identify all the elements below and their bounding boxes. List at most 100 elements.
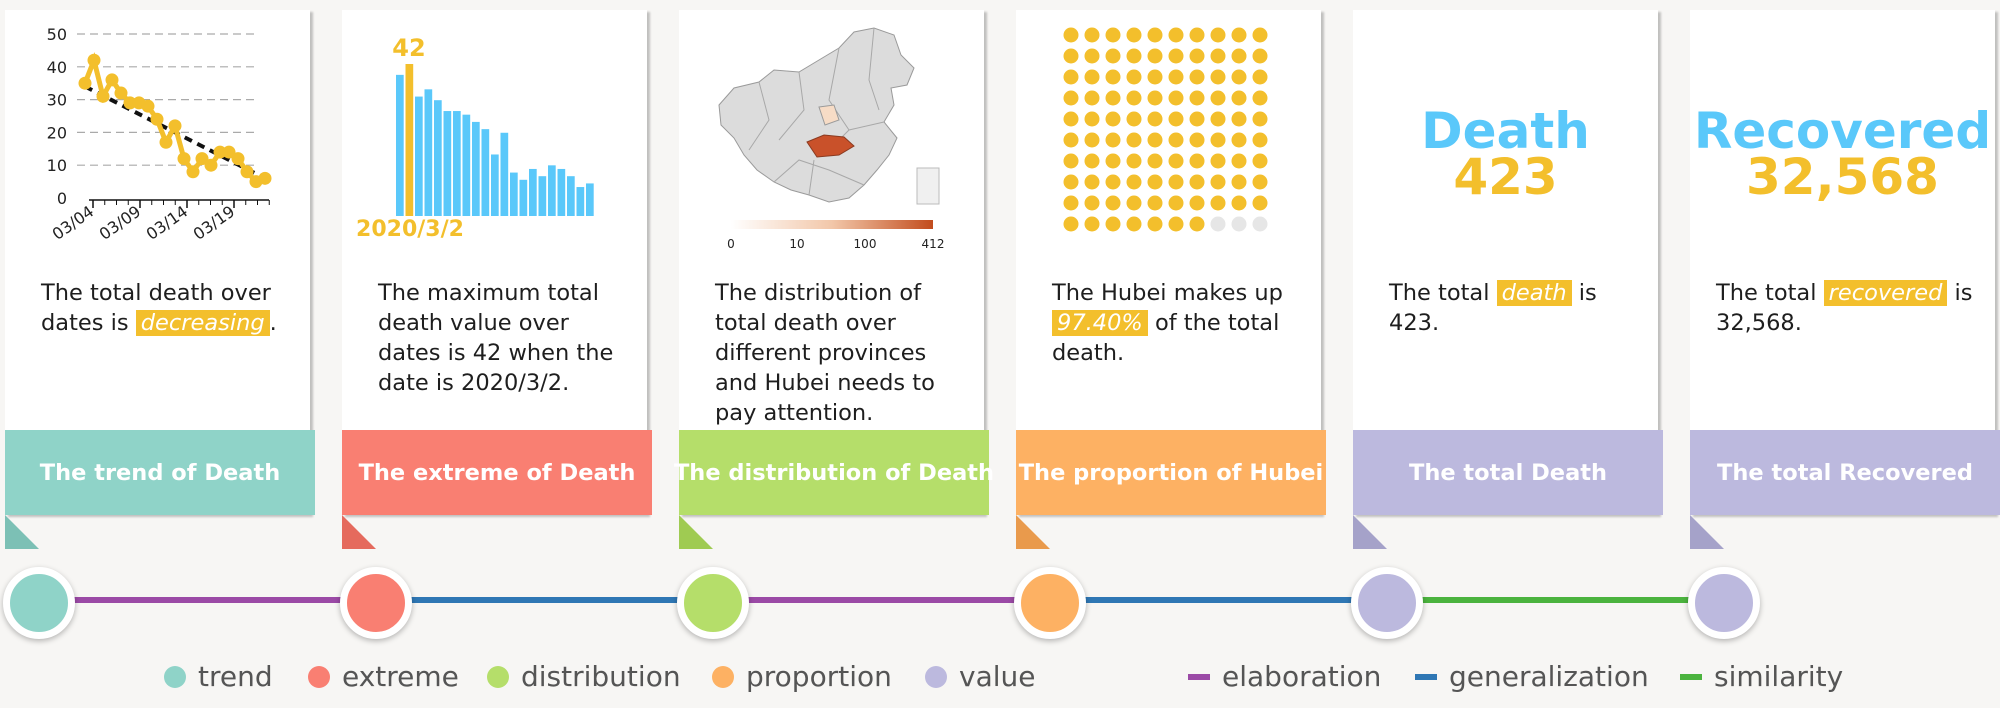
death-highlight: death xyxy=(1496,280,1572,306)
legend-proportion: proportion xyxy=(712,660,892,693)
timeline-node-extreme[interactable] xyxy=(340,567,412,639)
card-proportion[interactable]: The Hubei makes up 97.40% of the total d… xyxy=(1016,10,1326,549)
waffle-dot-hubei xyxy=(1231,195,1247,211)
timeline-node-trend[interactable] xyxy=(3,567,75,639)
card-distribution[interactable]: 0 10 100 412 The distribution of total deat… xyxy=(674,10,994,549)
waffle-dot-hubei xyxy=(1147,111,1163,127)
waffle-dot-hubei xyxy=(1231,27,1247,43)
trend-xtick-label: 03/04 xyxy=(49,202,98,244)
distribution-banner[interactable]: The distribution of Death xyxy=(674,430,994,515)
waffle-dot-hubei xyxy=(1147,48,1163,64)
waffle-dot-hubei xyxy=(1126,48,1142,64)
waffle-dot-hubei xyxy=(1126,69,1142,85)
recovered-desc-end: is 32,568. xyxy=(1716,280,1973,336)
legend-elaboration-line xyxy=(1188,673,1210,680)
trend-ytick-label: 0 xyxy=(57,189,67,208)
waffle-dot-hubei xyxy=(1210,27,1226,43)
trend-point xyxy=(240,165,254,179)
timeline-node-proportion[interactable] xyxy=(1014,567,1086,639)
scale-tick-label: 100 xyxy=(854,237,877,251)
recovered-value: 32,568 xyxy=(1746,148,1939,206)
waffle-dot-hubei xyxy=(1126,90,1142,106)
proportion-desc-text: The Hubei makes up xyxy=(1052,280,1283,306)
trend-point xyxy=(78,76,92,90)
proportion-title: The proportion of Hubei xyxy=(1018,459,1324,486)
trend-ytick-label: 20 xyxy=(47,123,67,142)
trend-point xyxy=(141,99,155,113)
legend-distribution-dot xyxy=(487,665,509,688)
extreme-bar xyxy=(567,176,575,216)
waffle-dot-hubei xyxy=(1252,132,1268,148)
waffle-dot-hubei xyxy=(1231,174,1247,190)
total-recovered-flag xyxy=(1690,515,1724,549)
extreme-bar xyxy=(453,111,461,216)
extreme-bar xyxy=(576,187,585,216)
trend-point xyxy=(222,145,236,159)
waffle-dot-hubei xyxy=(1231,48,1247,64)
waffle-dot-hubei xyxy=(1147,69,1163,85)
waffle-dot-hubei xyxy=(1063,216,1079,232)
waffle-dot-hubei xyxy=(1252,90,1268,106)
connector-generalization-2 xyxy=(1077,597,1357,603)
waffle-dot-hubei xyxy=(1189,174,1205,190)
extreme-max-bar xyxy=(405,64,414,216)
legend-elaboration: elaboration xyxy=(1188,660,1381,693)
card-extreme[interactable]: 42 2020/3/2 The maximum total death valu… xyxy=(342,10,652,549)
trend-point xyxy=(105,73,119,87)
death-label: Death xyxy=(1421,102,1590,160)
trend-point xyxy=(114,86,128,100)
waffle-dot-hubei xyxy=(1105,111,1121,127)
trend-description: The total death over dates is decreasing… xyxy=(41,278,291,338)
waffle-dot-hubei xyxy=(1126,153,1142,169)
legend-extreme-label: extreme xyxy=(342,660,459,693)
waffle-dot-hubei xyxy=(1147,90,1163,106)
waffle-dot-hubei xyxy=(1189,153,1205,169)
waffle-dot-other xyxy=(1252,216,1268,232)
recovered-highlight: recovered xyxy=(1823,280,1948,306)
trend-point xyxy=(150,112,164,126)
card-total-death[interactable]: Death 423 The total death is 423. The to… xyxy=(1353,10,1663,549)
timeline-node-total-death[interactable] xyxy=(1351,567,1423,639)
trend-point xyxy=(186,165,200,179)
proportion-flag xyxy=(1016,515,1050,549)
waffle-dot-hubei xyxy=(1063,69,1079,85)
waffle-dot-hubei xyxy=(1210,69,1226,85)
extreme-bar xyxy=(529,168,537,216)
trend-point xyxy=(204,158,218,172)
card-trend[interactable]: 50 40 30 20 10 0 03/04 03/09 03/14 03/19 The tot… xyxy=(5,10,315,549)
card-total-recovered[interactable]: Recovered 32,568 The total recovered is … xyxy=(1690,10,2000,549)
scale-tick-label: 10 xyxy=(789,237,804,251)
total-death-banner[interactable]: The total Death xyxy=(1353,430,1663,515)
waffle-dot-hubei xyxy=(1126,216,1142,232)
trend-point xyxy=(177,152,191,166)
trend-point xyxy=(159,135,173,149)
recovered-label: Recovered xyxy=(1693,102,1992,160)
extreme-banner[interactable]: The extreme of Death xyxy=(342,430,652,515)
waffle-dot-hubei xyxy=(1210,48,1226,64)
waffle-dot-hubei xyxy=(1084,27,1100,43)
timeline-node-distribution[interactable] xyxy=(677,567,749,639)
recovered-description: The total recovered is 32,568. xyxy=(1716,278,1986,338)
legend-proportion-label: proportion xyxy=(746,660,892,693)
waffle-dot-hubei xyxy=(1210,174,1226,190)
legend-distribution-label: distribution xyxy=(521,660,681,693)
proportion-description: The Hubei makes up 97.40% of the total d… xyxy=(1052,278,1302,368)
waffle-dot-hubei xyxy=(1168,195,1184,211)
south-china-sea-inset xyxy=(916,167,940,205)
waffle-dot-hubei xyxy=(1189,27,1205,43)
waffle-dot-hubei xyxy=(1147,132,1163,148)
waffle-dot-hubei xyxy=(1210,90,1226,106)
timeline-node-total-recovered[interactable] xyxy=(1688,567,1760,639)
proportion-banner[interactable]: The proportion of Hubei xyxy=(1016,430,1326,515)
trend-banner[interactable]: The trend of Death xyxy=(5,430,315,515)
total-recovered-banner[interactable]: The total Recovered xyxy=(1690,430,2000,515)
waffle-dot-hubei xyxy=(1252,69,1268,85)
extreme-bar xyxy=(443,111,452,216)
total-recovered-title: The total Recovered xyxy=(1717,459,1973,486)
waffle-dot-hubei xyxy=(1210,132,1226,148)
waffle-dot-hubei xyxy=(1168,111,1184,127)
waffle-dot-hubei xyxy=(1084,174,1100,190)
waffle-dot-hubei xyxy=(1252,27,1268,43)
extreme-flag xyxy=(342,515,376,549)
waffle-dot-hubei xyxy=(1210,195,1226,211)
